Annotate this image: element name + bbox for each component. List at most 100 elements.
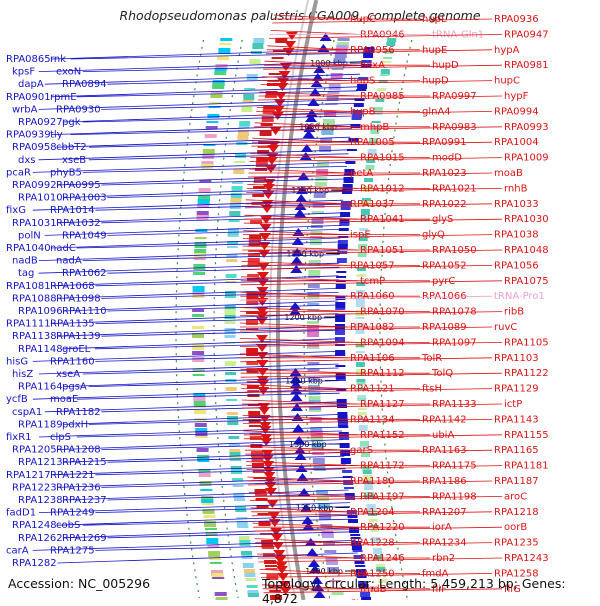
callout-reverse [248,492,359,497]
feature-block-2 [307,292,320,297]
callout-reverse [239,322,349,328]
scale-label: 1100 kbp [291,186,329,195]
feature-block-5 [194,423,207,427]
gene-label-forward: RPA1217 [6,470,51,481]
callout-reverse [242,245,359,251]
callout-reverse [247,476,349,482]
feature-block-1 [353,555,364,559]
gene-label-forward: pgsA [62,382,87,393]
gene-label-reverse: hypA [494,45,520,56]
feature-block-4 [226,399,238,401]
feature-block-5 [197,199,210,205]
gene-label-forward: RPA1182 [56,407,101,418]
feature-block-4 [244,88,256,90]
feature-block-4 [233,493,245,498]
callout-reverse [240,342,503,347]
feature-block-4 [229,449,241,452]
gene-label-forward: fixR1 [6,432,32,443]
callout-reverse [251,511,493,517]
feature-block-0 [368,142,378,144]
gene-label-reverse: RPA1258 [494,568,539,579]
feature-block-1 [339,436,350,440]
callout-reverse [254,122,359,128]
feature-block-3 [248,244,261,246]
callout-reverse [255,111,493,116]
gene-label-forward: RPA1098 [56,293,101,304]
feature-block-3 [248,419,261,423]
feature-block-1 [347,515,358,518]
feature-block-4 [229,456,241,461]
feature-block-4 [224,335,236,338]
feature-block-0 [355,317,365,319]
gene-label-reverse: RPA1105 [504,337,549,348]
feature-block-1 [358,77,369,80]
feature-block-2 [321,126,334,130]
feature-block-0 [377,88,387,91]
callout-reverse [248,168,349,174]
feature-block-4 [230,198,242,204]
feature-block-2 [307,347,320,349]
callout-reverse [270,30,359,35]
feature-block-1 [342,190,353,194]
gene-label-forward: clpS [50,432,71,443]
feature-block-4 [238,536,250,542]
gene-label-forward: RPA1221 [50,470,95,481]
callout-forward [101,443,344,450]
gene-label-forward: RPA0939 [6,130,51,141]
forward-gene-arrow [289,368,302,376]
reverse-gene-arrow [273,99,286,107]
gene-label-reverse: fmdA [422,568,449,579]
gene-label-forward: RPA1062 [62,268,107,279]
feature-block-3 [248,239,261,244]
feature-block-2 [313,469,326,471]
feature-block-2 [334,52,347,58]
callout-reverse [241,388,493,393]
callout-reverse [258,557,503,563]
gene-label-forward: RPA1205 [12,445,57,456]
feature-block-2 [319,146,332,152]
gene-label-forward: RPA1010 [18,193,63,204]
gene-label-reverse: hypB [350,106,376,117]
callout-reverse [252,137,349,143]
gene-label-forward: tly [50,130,63,141]
gene-label-reverse: ribB [504,307,524,318]
gene-label-reverse: RPA1082 [350,322,395,333]
feature-block-4 [245,578,257,581]
gene-label-forward: RPA0927 [18,117,63,128]
feature-block-3 [249,433,262,435]
reverse-gene-arrow [285,32,298,40]
reverse-gene-arrow [260,216,273,224]
callout-forward [57,325,339,337]
feature-block-0 [378,579,388,583]
feature-block-0 [361,198,371,201]
feature-block-3 [246,361,259,365]
feature-block-1 [358,584,369,589]
gene-label-reverse: RPA1075 [504,276,549,287]
feature-block-4 [230,459,242,461]
callout-reverse [263,588,503,594]
feature-block-2 [331,68,344,70]
callout-reverse [243,218,503,224]
gene-label-forward: RPA1249 [50,508,95,519]
gene-label-reverse: RPA1143 [494,414,539,425]
callout-forward [107,304,339,312]
callout-reverse [263,64,503,70]
feature-block-3 [246,319,258,325]
callout-forward [88,153,349,161]
feature-block-5 [196,211,209,217]
callout-forward [32,162,348,173]
feature-block-0 [367,513,377,516]
gene-label-reverse: ubiA [432,430,454,441]
feature-block-0 [366,160,376,163]
forward-gene-arrow [290,265,303,273]
feature-block-0 [358,244,368,249]
feature-block-4 [224,328,236,334]
callout-forward [63,451,345,463]
feature-block-3 [271,57,284,59]
gene-label-reverse: garS [350,445,373,456]
callout-forward [63,111,354,123]
forward-gene-arrow [291,237,304,245]
reverse-gene-arrow [257,272,269,280]
feature-block-2 [317,161,330,163]
callout-reverse [244,445,349,451]
